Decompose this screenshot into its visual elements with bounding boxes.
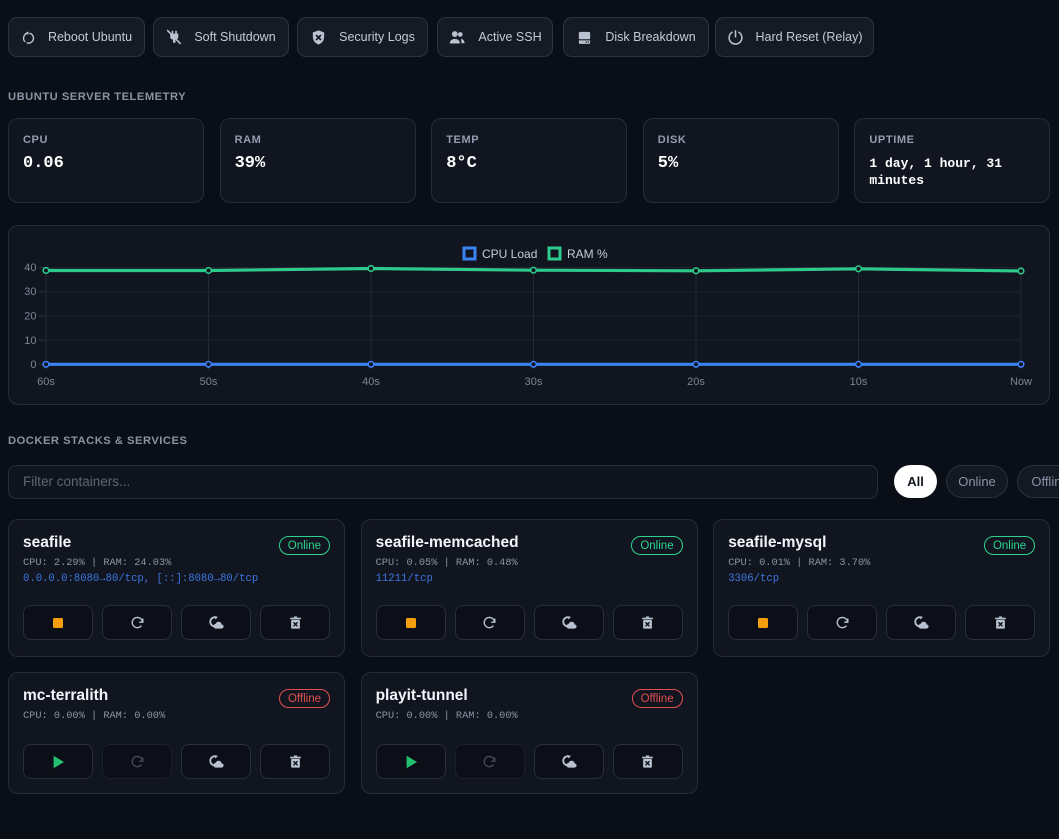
svg-text:30: 30 [24,286,36,298]
svg-text:20s: 20s [687,376,705,388]
svg-text:30s: 30s [525,376,543,388]
svg-text:CPU Load: CPU Load [482,247,537,261]
svg-text:10s: 10s [850,376,868,388]
svg-text:0: 0 [30,359,36,371]
svg-text:60s: 60s [37,376,55,388]
svg-text:40: 40 [24,262,36,274]
svg-text:Now: Now [1010,376,1032,388]
svg-text:20: 20 [24,311,36,323]
svg-text:RAM %: RAM % [567,247,608,261]
svg-text:40s: 40s [362,376,380,388]
svg-text:10: 10 [24,335,36,347]
svg-text:50s: 50s [200,376,218,388]
